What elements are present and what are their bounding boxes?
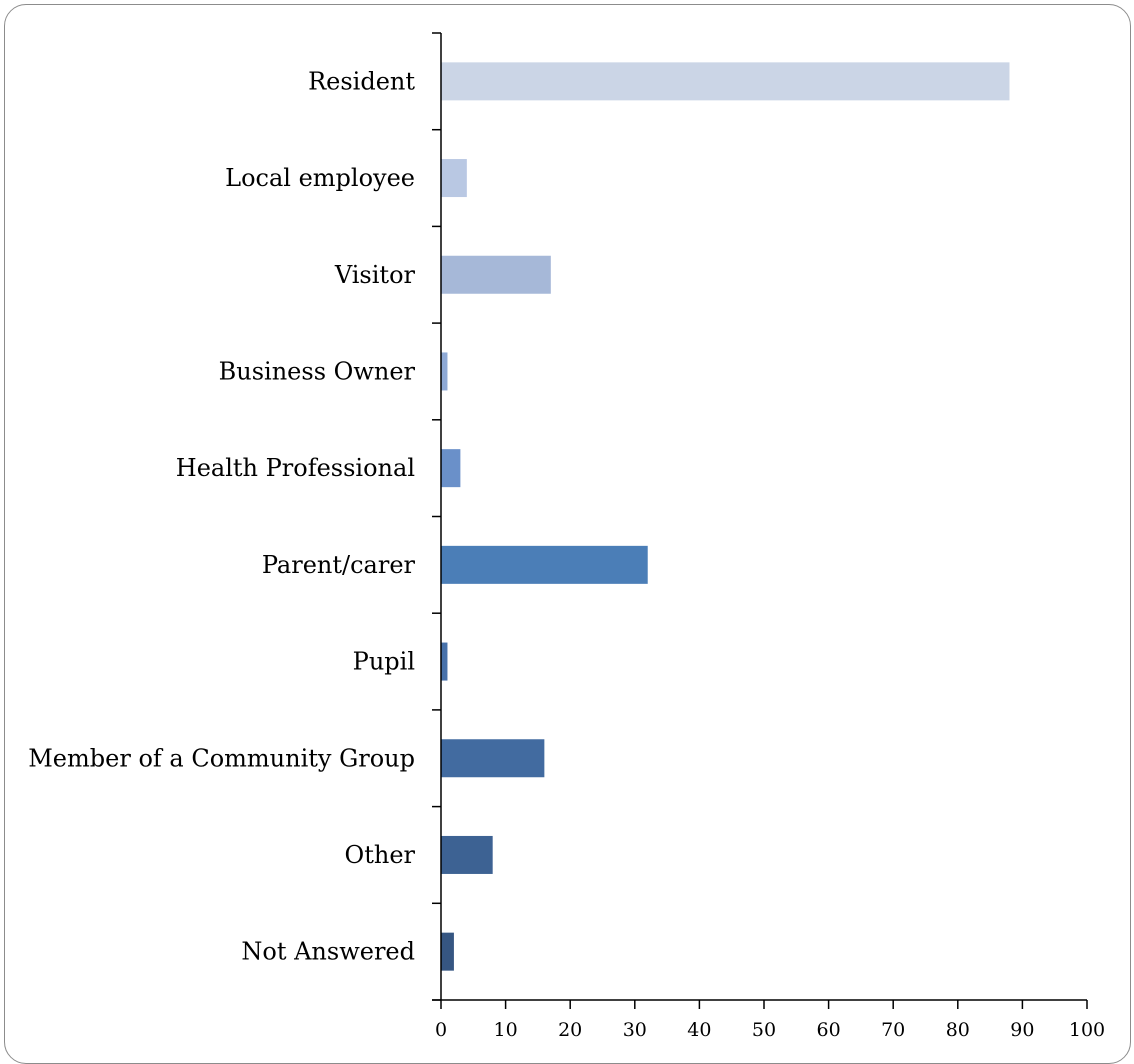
x-tick-label: 70 xyxy=(881,1019,905,1041)
bar-other xyxy=(441,835,493,874)
category-label: Health Professional xyxy=(176,454,415,482)
bars-layer xyxy=(441,62,1010,971)
x-tick-label: 0 xyxy=(435,1019,447,1041)
x-tick-label: 10 xyxy=(494,1019,518,1041)
bar-visitor xyxy=(441,255,551,294)
bar-member-of-a-community-group xyxy=(441,739,545,778)
bar-pupil xyxy=(441,642,448,681)
category-label: Pupil xyxy=(353,648,415,676)
x-tick-label: 80 xyxy=(946,1019,970,1041)
bar-not-answered xyxy=(441,932,454,971)
chart-frame xyxy=(4,4,1131,1064)
category-label: Member of a Community Group xyxy=(28,744,415,772)
category-label: Visitor xyxy=(334,261,416,289)
labels-layer: Resident Local employee Visitor Business Ow… xyxy=(28,67,1105,1041)
bar-local-employee xyxy=(441,159,467,198)
x-tick-label: 20 xyxy=(558,1019,582,1041)
bar-business-owner xyxy=(441,352,448,391)
bar-parent-carer xyxy=(441,545,648,584)
x-tick-label: 30 xyxy=(623,1019,647,1041)
axes-layer xyxy=(432,32,1088,1009)
category-label: Resident xyxy=(308,67,415,95)
x-tick-label: 40 xyxy=(687,1019,711,1041)
category-label: Other xyxy=(345,841,416,869)
x-tick-label: 60 xyxy=(817,1019,841,1041)
x-tick-label: 90 xyxy=(1010,1019,1034,1041)
category-label: Parent/carer xyxy=(262,551,416,579)
bar-health-professional xyxy=(441,449,461,488)
bar-resident xyxy=(441,62,1010,101)
x-tick-label: 50 xyxy=(752,1019,776,1041)
category-label: Not Answered xyxy=(241,938,415,966)
x-tick-label: 100 xyxy=(1069,1019,1105,1041)
category-label: Business Owner xyxy=(219,357,416,385)
category-label: Local employee xyxy=(225,164,415,192)
